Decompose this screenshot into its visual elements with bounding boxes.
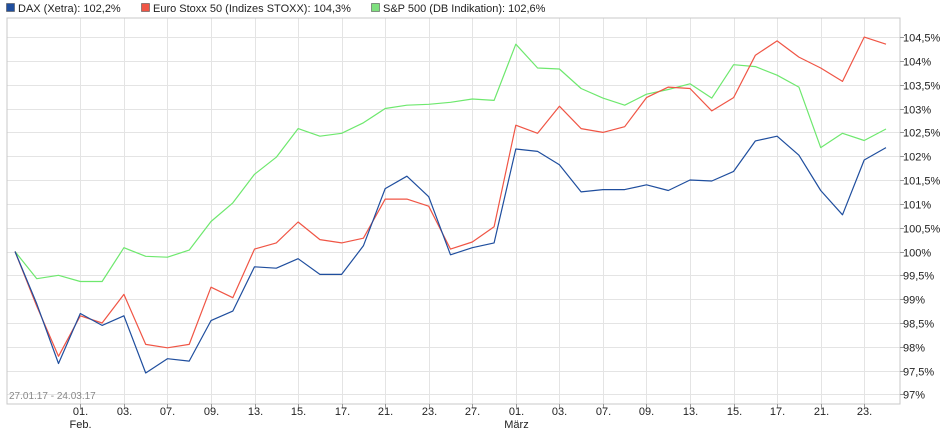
x-tick-label: 15. (291, 406, 306, 418)
legend-label: Euro Stoxx 50 (Indizes STOXX): 104,3% (153, 3, 351, 15)
x-tick-label: 13. (248, 406, 263, 418)
x-tick-label: 27. (465, 406, 480, 418)
y-tick-label: 102,5% (903, 128, 941, 140)
y-tick-label: 104% (903, 57, 931, 69)
x-tick-label: 21. (378, 406, 393, 418)
date-range-label: 27.01.17 - 24.03.17 (9, 391, 96, 402)
y-tick-label: 100% (903, 248, 931, 260)
axes: 01.Feb.03. 07. 09. 13. 15. 17. 21. 23. 27. 01.Mär… (69, 33, 940, 432)
legend-swatch (6, 3, 15, 12)
series-line-0 (14, 135, 887, 374)
legend-label: DAX (Xetra): 102,2% (18, 3, 121, 15)
y-tick-label: 103% (903, 105, 931, 117)
x-tick-label: 15. (727, 406, 742, 418)
y-tick-label: 97% (903, 390, 925, 402)
x-tick-label: 17. (335, 406, 350, 418)
x-tick-label: 01. (73, 406, 88, 418)
y-tick-label: 98,5% (903, 319, 934, 331)
x-tick-label: 09. (204, 406, 219, 418)
legend: DAX (Xetra): 102,2% Euro Stoxx 50 (Indize… (6, 3, 546, 15)
series-line-1 (14, 36, 887, 357)
y-tick-label: 99,5% (903, 271, 934, 283)
x-tick-label: 17. (770, 406, 785, 418)
y-tick-label: 103,5% (903, 81, 941, 93)
legend-label: S&P 500 (DB Indikation): 102,6% (383, 3, 546, 15)
y-tick-label: 100,5% (903, 224, 941, 236)
x-month-label: März (504, 419, 528, 431)
x-tick-label: 01. (509, 406, 524, 418)
series-line-2 (14, 43, 887, 283)
x-tick-label: 09. (639, 406, 654, 418)
series (14, 36, 887, 374)
x-tick-label: 21. (814, 406, 829, 418)
x-tick-label: 07. (160, 406, 175, 418)
plot-border (6, 17, 901, 405)
x-tick-label: 13. (683, 406, 698, 418)
legend-swatch (371, 3, 380, 12)
x-tick-label: 03. (117, 406, 132, 418)
y-tick-label: 97,5% (903, 367, 934, 379)
y-tick-label: 99% (903, 295, 925, 307)
x-tick-label: 23. (857, 406, 872, 418)
y-tick-label: 101,5% (903, 176, 941, 188)
y-tick-label: 104,5% (903, 33, 941, 45)
y-tick-label: 98% (903, 343, 925, 355)
x-tick-label: 03. (552, 406, 567, 418)
legend-swatch (141, 3, 150, 12)
grid (7, 18, 900, 404)
x-tick-label: 23. (422, 406, 437, 418)
x-month-label: Feb. (69, 419, 91, 431)
y-tick-label: 101% (903, 200, 931, 212)
y-tick-label: 102% (903, 152, 931, 164)
x-tick-label: 07. (596, 406, 611, 418)
